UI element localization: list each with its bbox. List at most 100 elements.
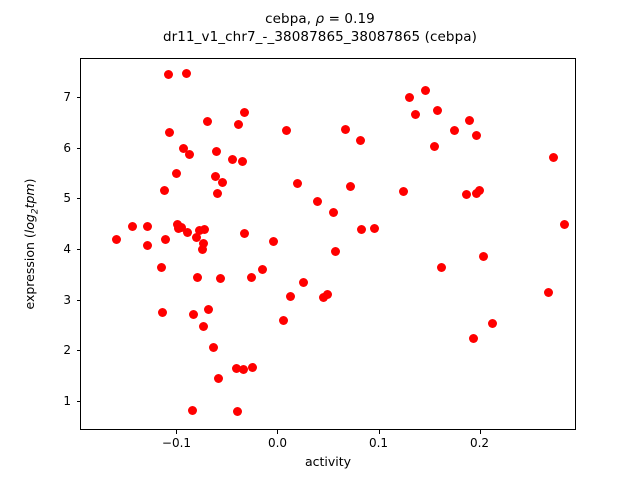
- x-tick-mark: [378, 430, 380, 434]
- scatter-point: [112, 235, 122, 245]
- scatter-point: [282, 126, 292, 136]
- scatter-point: [203, 116, 213, 126]
- scatter-point: [246, 273, 256, 283]
- scatter-point: [199, 238, 209, 248]
- scatter-point: [471, 188, 481, 198]
- scatter-point: [227, 154, 237, 164]
- scatter-point: [237, 157, 247, 167]
- scatter-point: [209, 343, 219, 353]
- scatter-point: [355, 135, 365, 145]
- scatter-point: [313, 197, 323, 207]
- scatter-point: [268, 236, 278, 246]
- y-tick-label: 2: [63, 343, 71, 358]
- scatter-point: [559, 219, 569, 229]
- scatter-point: [479, 252, 489, 262]
- x-tick-label: −0.1: [161, 436, 192, 450]
- scatter-point: [239, 229, 249, 239]
- scatter-point: [328, 208, 338, 218]
- scatter-point: [411, 109, 421, 119]
- scatter-point: [193, 272, 203, 282]
- title-rho-value: 0.19: [344, 11, 375, 27]
- scatter-point: [464, 115, 474, 125]
- x-axis-label: activity: [304, 454, 352, 469]
- y-tick-label: 7: [63, 90, 71, 105]
- scatter-point: [142, 222, 152, 232]
- scatter-point: [189, 310, 199, 320]
- y-tick-label: 6: [63, 140, 71, 155]
- scatter-point: [188, 405, 198, 415]
- scatter-point: [468, 333, 478, 343]
- scatter-point: [548, 153, 558, 163]
- scatter-point: [160, 234, 170, 244]
- y-label-suffix: ): [22, 178, 37, 184]
- scatter-point: [156, 263, 166, 273]
- scatter-point: [192, 232, 202, 242]
- scatter-point: [405, 92, 415, 102]
- scatter-point: [198, 244, 208, 254]
- scatter-point: [543, 287, 553, 297]
- scatter-point: [330, 247, 340, 257]
- y-tick-mark: [76, 249, 80, 251]
- scatter-point: [286, 292, 296, 302]
- scatter-point: [214, 374, 224, 384]
- plot-axes-frame: [80, 58, 576, 430]
- y-label-log: log: [22, 214, 37, 234]
- x-tick-label: 0.0: [267, 436, 288, 450]
- scatter-point: [216, 274, 226, 284]
- y-tick-label: 1: [63, 394, 71, 409]
- scatter-point: [247, 363, 257, 373]
- title-equals: =: [324, 11, 345, 27]
- scatter-point: [182, 68, 192, 78]
- scatter-plot-area: [81, 59, 575, 429]
- scatter-point: [421, 86, 431, 96]
- scatter-point: [488, 319, 498, 329]
- scatter-point: [213, 188, 223, 198]
- scatter-point: [171, 169, 181, 179]
- chart-title-line1: cebpa, ρ = 0.19: [0, 10, 640, 28]
- scatter-point: [471, 131, 481, 141]
- scatter-point: [231, 364, 241, 374]
- scatter-point: [340, 124, 350, 134]
- title-gene-prefix: cebpa,: [265, 11, 316, 27]
- y-tick-mark: [76, 198, 80, 200]
- y-label-tpm: tpm: [22, 183, 37, 209]
- scatter-point: [323, 289, 333, 299]
- scatter-point: [212, 146, 222, 156]
- scatter-point: [211, 172, 221, 182]
- y-tick-label: 3: [63, 292, 71, 307]
- x-tick-label: 0.1: [368, 436, 389, 450]
- scatter-point: [199, 321, 209, 331]
- scatter-point: [369, 224, 379, 234]
- scatter-point: [232, 406, 242, 416]
- scatter-point: [356, 224, 366, 234]
- x-tick-label: 0.2: [469, 436, 490, 450]
- y-axis-label: expression (log2tpm): [22, 58, 41, 430]
- scatter-point: [233, 120, 243, 130]
- y-tick-mark: [76, 350, 80, 352]
- scatter-point: [299, 278, 309, 287]
- scatter-point: [399, 187, 409, 197]
- scatter-point: [279, 315, 289, 325]
- chart-title: cebpa, ρ = 0.19 dr11_v1_chr7_-_38087865_…: [0, 10, 640, 46]
- scatter-point: [436, 262, 446, 272]
- y-tick-mark: [76, 97, 80, 99]
- y-tick-mark: [76, 299, 80, 301]
- x-tick-mark: [479, 430, 481, 434]
- scatter-point: [204, 304, 214, 314]
- scatter-point: [164, 128, 174, 138]
- scatter-point: [142, 240, 152, 250]
- scatter-point: [200, 224, 210, 234]
- scatter-point: [157, 308, 167, 318]
- scatter-point: [218, 178, 228, 188]
- chart-title-line2: dr11_v1_chr7_-_38087865_38087865 (cebpa): [162, 29, 477, 45]
- scatter-point: [195, 226, 205, 236]
- scatter-point: [345, 182, 355, 192]
- scatter-point: [239, 107, 249, 117]
- y-label-prefix: expression (: [22, 233, 37, 310]
- title-rho-symbol: ρ: [315, 11, 325, 27]
- scatter-point: [293, 179, 303, 189]
- x-tick-mark: [277, 430, 279, 434]
- scatter-point: [159, 186, 169, 196]
- scatter-point: [449, 126, 459, 136]
